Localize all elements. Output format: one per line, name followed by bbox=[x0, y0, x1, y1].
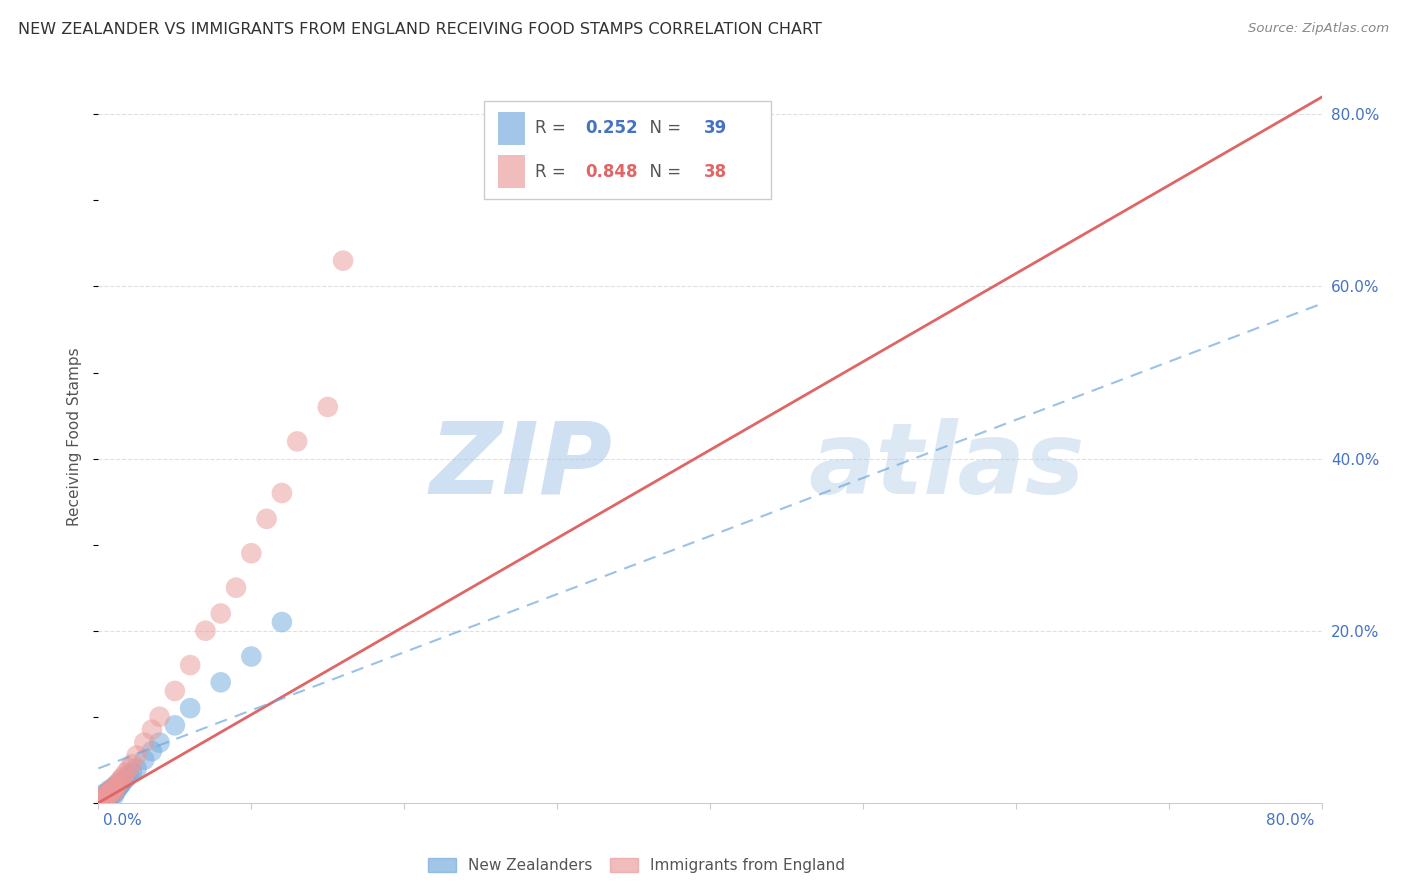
Point bbox=[91, 792, 114, 806]
Point bbox=[97, 789, 120, 804]
Point bbox=[98, 783, 121, 797]
Point bbox=[111, 774, 134, 789]
Point bbox=[103, 780, 125, 795]
Point bbox=[179, 658, 201, 673]
Point bbox=[108, 779, 131, 793]
Point bbox=[103, 785, 125, 799]
Point bbox=[121, 765, 143, 780]
FancyBboxPatch shape bbox=[498, 112, 526, 145]
Point bbox=[93, 791, 115, 805]
Point bbox=[118, 761, 141, 775]
Text: N =: N = bbox=[640, 120, 686, 137]
Point bbox=[194, 624, 217, 638]
Text: 0.848: 0.848 bbox=[585, 162, 638, 181]
Point bbox=[270, 486, 292, 500]
Point bbox=[93, 790, 115, 805]
Point bbox=[91, 791, 114, 805]
Text: R =: R = bbox=[536, 162, 571, 181]
Point bbox=[94, 790, 117, 805]
Point bbox=[125, 748, 148, 763]
Text: 39: 39 bbox=[704, 120, 727, 137]
Point bbox=[93, 789, 115, 803]
Point bbox=[97, 785, 120, 799]
Point bbox=[163, 718, 186, 732]
Point bbox=[100, 783, 122, 797]
Point bbox=[111, 770, 134, 784]
Point bbox=[103, 789, 125, 803]
Point bbox=[110, 772, 132, 786]
Text: atlas: atlas bbox=[808, 417, 1084, 515]
Point bbox=[316, 400, 339, 414]
Point bbox=[209, 607, 232, 621]
Point bbox=[104, 782, 127, 797]
Point bbox=[98, 790, 121, 805]
Text: ZIP: ZIP bbox=[429, 417, 612, 515]
Point bbox=[105, 779, 128, 793]
Point bbox=[134, 735, 156, 749]
Point bbox=[225, 581, 247, 595]
Point bbox=[91, 789, 114, 804]
Point bbox=[115, 772, 138, 786]
Point bbox=[105, 777, 128, 791]
Point bbox=[141, 744, 163, 758]
Text: Source: ZipAtlas.com: Source: ZipAtlas.com bbox=[1249, 22, 1389, 36]
Point bbox=[94, 788, 117, 802]
FancyBboxPatch shape bbox=[498, 155, 526, 188]
FancyBboxPatch shape bbox=[484, 101, 772, 200]
Point bbox=[105, 783, 128, 797]
Point bbox=[97, 788, 120, 802]
Text: R =: R = bbox=[536, 120, 571, 137]
Point bbox=[98, 787, 121, 801]
Text: NEW ZEALANDER VS IMMIGRANTS FROM ENGLAND RECEIVING FOOD STAMPS CORRELATION CHART: NEW ZEALANDER VS IMMIGRANTS FROM ENGLAND… bbox=[18, 22, 823, 37]
Point bbox=[149, 735, 172, 749]
Point bbox=[115, 765, 138, 780]
Point bbox=[89, 794, 111, 808]
Text: 80.0%: 80.0% bbox=[1267, 814, 1315, 828]
Point bbox=[91, 789, 114, 803]
Legend: New Zealanders, Immigrants from England: New Zealanders, Immigrants from England bbox=[422, 852, 851, 880]
Point bbox=[110, 777, 132, 791]
Text: 0.252: 0.252 bbox=[585, 120, 638, 137]
Point bbox=[118, 768, 141, 782]
Point bbox=[125, 761, 148, 775]
Point bbox=[270, 615, 292, 629]
Point bbox=[101, 787, 124, 801]
Point bbox=[100, 789, 122, 803]
Point bbox=[104, 785, 127, 799]
Point bbox=[108, 774, 131, 789]
Text: N =: N = bbox=[640, 162, 686, 181]
Point bbox=[163, 684, 186, 698]
Point bbox=[285, 434, 308, 449]
Point bbox=[332, 253, 354, 268]
Point bbox=[149, 710, 172, 724]
Point bbox=[98, 787, 121, 801]
Point bbox=[103, 780, 125, 795]
Text: 38: 38 bbox=[704, 162, 727, 181]
Point bbox=[100, 783, 122, 797]
Point bbox=[94, 787, 117, 801]
Point bbox=[240, 649, 263, 664]
Point bbox=[94, 789, 117, 804]
Point bbox=[101, 783, 124, 797]
Text: 0.0%: 0.0% bbox=[103, 814, 142, 828]
Point bbox=[240, 546, 263, 560]
Point bbox=[179, 701, 201, 715]
Point bbox=[91, 787, 114, 801]
Point bbox=[90, 792, 112, 806]
Y-axis label: Receiving Food Stamps: Receiving Food Stamps bbox=[67, 348, 83, 526]
Point bbox=[100, 785, 122, 799]
Point bbox=[209, 675, 232, 690]
Point bbox=[107, 777, 129, 791]
Point bbox=[121, 757, 143, 772]
Point bbox=[90, 790, 112, 805]
Point bbox=[256, 512, 278, 526]
Point bbox=[141, 723, 163, 737]
Point bbox=[134, 753, 156, 767]
Point bbox=[90, 792, 112, 806]
Point bbox=[107, 780, 129, 795]
Point bbox=[89, 793, 111, 807]
